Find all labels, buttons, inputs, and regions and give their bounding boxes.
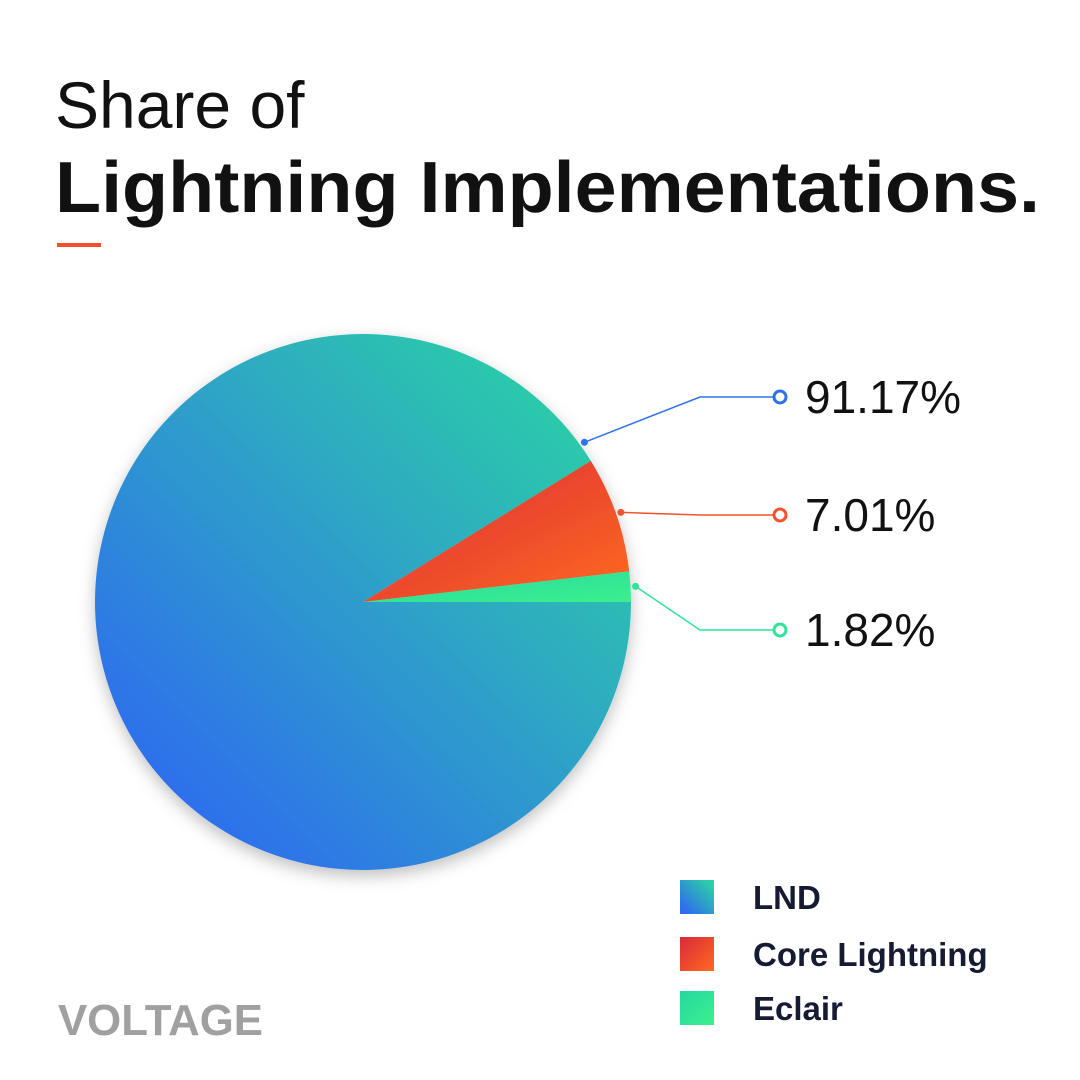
legend-label: Core Lightning	[753, 936, 988, 973]
leader-line	[620, 511, 774, 516]
pie-slice	[363, 571, 631, 602]
legend-swatch	[680, 991, 714, 1025]
leader-line	[584, 396, 774, 444]
leader-end	[772, 389, 788, 405]
legend-label: Eclair	[753, 990, 843, 1027]
brand-logo: VOLTAGE	[58, 996, 263, 1045]
value-label: 1.82%	[805, 604, 935, 656]
value-label: 91.17%	[805, 371, 961, 423]
title-underline	[57, 243, 101, 247]
legend-label: LND	[753, 879, 821, 916]
leader-end	[772, 622, 788, 638]
leader-end	[772, 507, 788, 523]
legend-swatch	[680, 880, 714, 914]
title-line: Share of	[55, 68, 305, 142]
leader-line	[635, 585, 774, 631]
pie	[94, 333, 632, 870]
value-label: 7.01%	[805, 489, 935, 541]
title-line: Lightning Implementations.	[55, 148, 1040, 228]
pie-slice	[363, 460, 630, 602]
pie-slice	[94, 333, 632, 870]
legend-swatch	[680, 937, 714, 971]
